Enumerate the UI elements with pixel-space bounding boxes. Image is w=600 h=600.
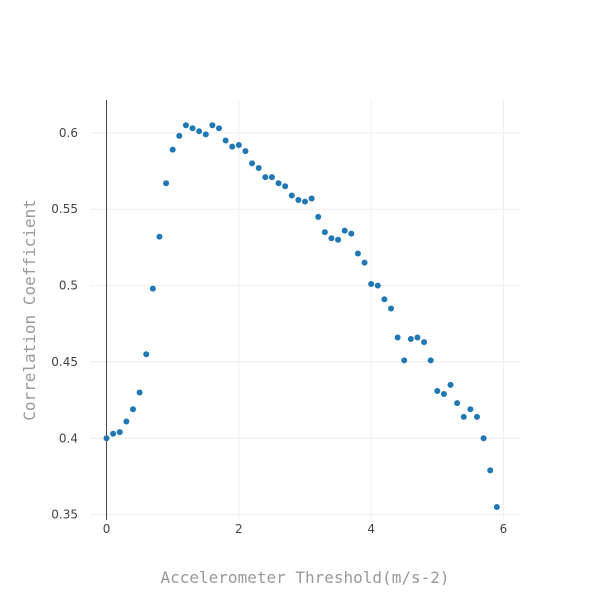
data-point (235, 142, 242, 149)
data-point (202, 131, 209, 138)
data-point (493, 504, 500, 511)
data-point (196, 128, 203, 135)
data-point (169, 146, 176, 153)
x-axis-title: Accelerometer Threshold(m/s-2) (161, 568, 450, 587)
data-point (460, 413, 467, 420)
data-point (136, 389, 143, 396)
data-point (381, 296, 388, 303)
data-point (394, 334, 401, 341)
data-point (447, 381, 454, 388)
data-point (123, 418, 130, 425)
data-point (321, 229, 328, 236)
data-point (474, 413, 480, 420)
data-point (110, 430, 117, 437)
data-point (480, 435, 487, 442)
data-point (116, 429, 123, 436)
data-point (315, 213, 322, 220)
data-point (255, 164, 262, 171)
data-point (295, 197, 302, 204)
data-point (176, 132, 183, 139)
x-tick-label: 0 (103, 522, 111, 536)
data-point (222, 137, 229, 144)
tick-labels: 0 2 4 6 0.35 0.4 0.45 0.5 0.55 0.6 (51, 126, 507, 536)
data-point (229, 143, 236, 150)
data-point (268, 174, 275, 181)
data-point (149, 285, 156, 292)
y-tick-label: 0.4 (59, 431, 78, 445)
data-point (335, 236, 342, 243)
y-axis-title: Correlation Coefficient (20, 199, 39, 421)
data-point (407, 336, 414, 343)
data-point (401, 357, 408, 364)
data-points (103, 122, 500, 511)
data-point (421, 339, 428, 346)
data-point (209, 122, 216, 129)
data-point (341, 227, 348, 234)
data-point (275, 180, 282, 187)
data-point (427, 357, 434, 364)
data-point (487, 467, 494, 474)
data-point (216, 125, 222, 132)
data-point (374, 282, 381, 289)
data-point (467, 406, 474, 413)
y-tick-label: 0.45 (51, 355, 78, 369)
data-point (262, 174, 269, 181)
x-tick-label: 4 (367, 522, 375, 536)
y-tick-label: 0.6 (59, 126, 78, 140)
data-point (414, 334, 421, 341)
y-tick-label: 0.55 (51, 202, 78, 216)
x-tick-label: 6 (500, 522, 508, 536)
data-point (328, 235, 335, 242)
data-point (103, 435, 110, 442)
data-point (348, 230, 355, 237)
data-point (242, 148, 249, 155)
data-point (156, 233, 163, 240)
data-point (361, 259, 368, 266)
x-tick-label: 2 (235, 522, 243, 536)
data-point (454, 400, 461, 407)
y-tick-label: 0.5 (59, 279, 78, 293)
data-point (388, 305, 394, 312)
data-point (308, 195, 315, 202)
data-point (288, 192, 295, 199)
data-point (249, 160, 256, 167)
data-point (434, 387, 441, 394)
data-point (302, 198, 308, 205)
data-point (189, 125, 196, 132)
data-point (282, 183, 289, 190)
data-point (143, 351, 150, 358)
data-point (163, 180, 170, 187)
data-point (130, 406, 136, 413)
data-point (440, 391, 447, 397)
data-point (182, 122, 189, 129)
y-tick-label: 0.35 (51, 508, 78, 522)
data-point (354, 250, 361, 257)
grid-lines (90, 100, 520, 520)
data-point (368, 281, 375, 288)
